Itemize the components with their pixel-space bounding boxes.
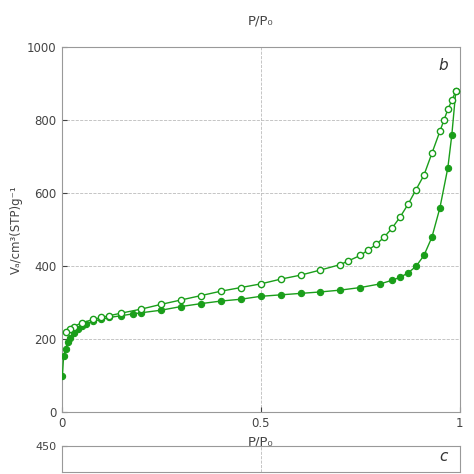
Text: b: b [438, 58, 448, 73]
Text: c: c [439, 449, 448, 465]
X-axis label: P/P₀: P/P₀ [248, 436, 273, 449]
Y-axis label: Vₐ/cm³(STP)g⁻¹: Vₐ/cm³(STP)g⁻¹ [10, 185, 23, 274]
Text: P/P₀: P/P₀ [248, 14, 273, 27]
